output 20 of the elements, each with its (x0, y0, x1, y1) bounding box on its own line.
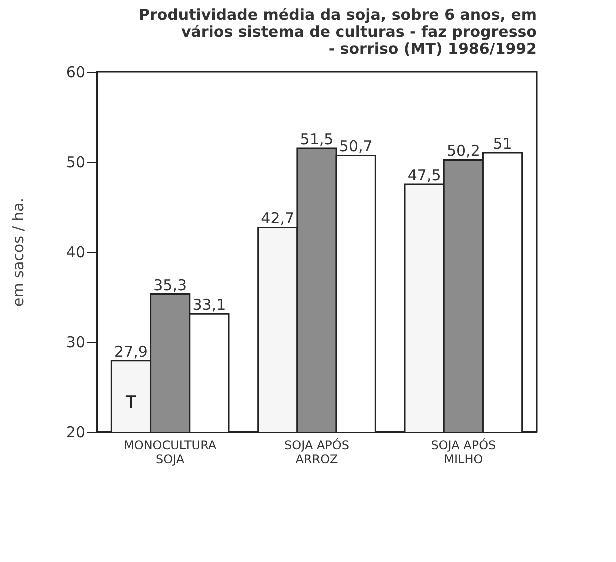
y-axis-title: em sacos / ha. (9, 198, 28, 307)
data-label: 33,1 (192, 296, 226, 314)
y-tick-label: 50 (66, 154, 86, 172)
y-tick-label: 60 (66, 64, 86, 82)
data-label: 47,5 (408, 166, 442, 184)
data-label: 42,7 (261, 210, 295, 228)
y-tick-label: 30 (66, 334, 86, 352)
x-tick-label: MONOCULTURA SOJA (124, 438, 218, 466)
y-tick-label: 40 (66, 244, 86, 262)
annotation: T (125, 393, 138, 413)
data-label: 35,3 (154, 276, 188, 294)
chart-title: Produtividade média da soja, sobre 6 anos, em vários sistema de culturas - faz progresso - sorriso (MT) 1986/1992 (138, 6, 537, 58)
x-tick-label: SOJA APÓS ARROZ (284, 438, 350, 466)
x-tick-label: SOJA APÓS MILHO (431, 438, 496, 466)
data-label: 50,2 (446, 142, 480, 160)
y-tick-label: 20 (66, 424, 86, 442)
data-label: 51 (493, 135, 512, 153)
data-label: 51,5 (300, 130, 334, 148)
data-label: 27,9 (114, 342, 148, 361)
data-label: 50,7 (339, 138, 373, 156)
